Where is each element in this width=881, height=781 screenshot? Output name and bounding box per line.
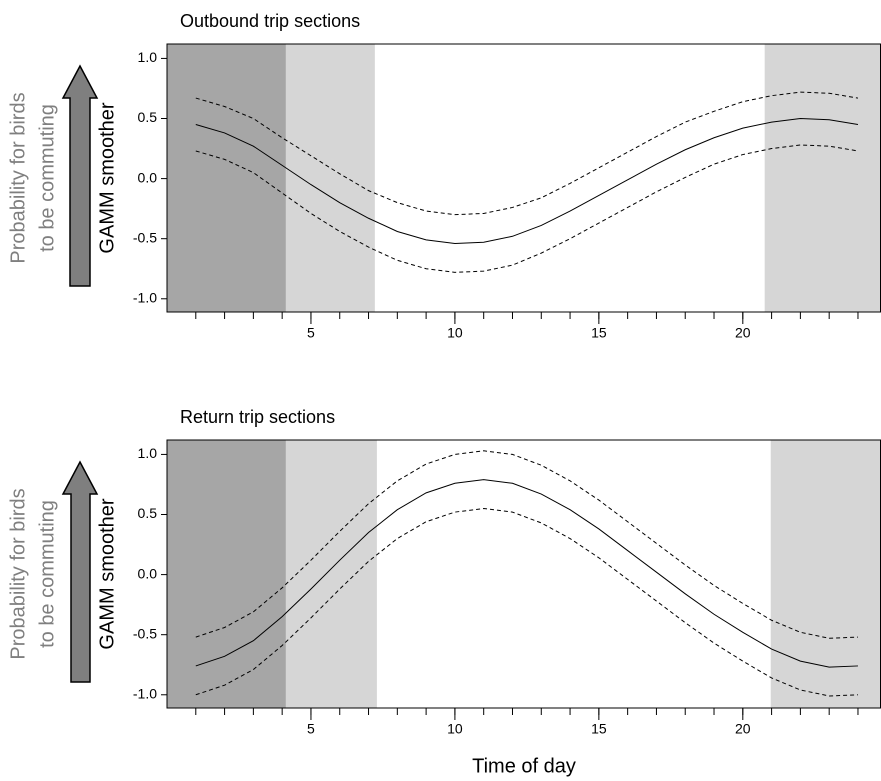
- y-tick-label: 0.0: [138, 169, 158, 185]
- x-tick-label: 5: [307, 721, 315, 737]
- shaded-region: [167, 440, 286, 708]
- series-line: [195, 144, 859, 273]
- series-line: [195, 118, 859, 244]
- shaded-region: [770, 440, 881, 708]
- x-tick-label: 20: [735, 721, 751, 737]
- annotation: Probability for birds: [7, 488, 29, 659]
- y-axis-label: GAMM smoother: [96, 102, 118, 253]
- y-axis-label: GAMM smoother: [96, 498, 118, 649]
- x-tick-label: 5: [307, 325, 315, 341]
- y-tick-label: -0.5: [133, 229, 157, 245]
- y-tick-label: 1.0: [138, 445, 158, 461]
- x-tick-label: 15: [591, 325, 607, 341]
- y-tick-label: 1.0: [138, 49, 158, 65]
- series-line: [195, 479, 858, 668]
- shaded-region: [285, 44, 375, 312]
- arrow: [61, 64, 99, 287]
- annotation: to be commuting: [36, 104, 58, 252]
- series-line: [195, 507, 858, 697]
- x-tick-label: 10: [447, 721, 463, 737]
- x-tick-label: 20: [735, 325, 751, 341]
- y-tick-label: 0.5: [138, 109, 158, 125]
- y-tick-label: -0.5: [133, 625, 157, 641]
- shaded-region: [764, 44, 881, 312]
- x-axis-label: Time of day: [472, 755, 576, 777]
- x-tick-label: 10: [447, 325, 463, 341]
- panel-title: Return trip sections: [180, 407, 335, 427]
- shaded-region: [285, 440, 377, 708]
- y-tick-label: 0.5: [138, 505, 158, 521]
- series-line: [195, 91, 859, 216]
- y-tick-label: -1.0: [133, 289, 157, 305]
- annotation: to be commuting: [36, 500, 58, 648]
- y-tick-label: -1.0: [133, 685, 157, 701]
- annotation: Probability for birds: [7, 92, 29, 263]
- arrow: [61, 460, 99, 683]
- y-tick-label: 0.0: [138, 565, 158, 581]
- shaded-region: [167, 44, 286, 312]
- panel-title: Outbound trip sections: [180, 11, 360, 31]
- series-line: [195, 450, 858, 639]
- x-tick-label: 15: [591, 721, 607, 737]
